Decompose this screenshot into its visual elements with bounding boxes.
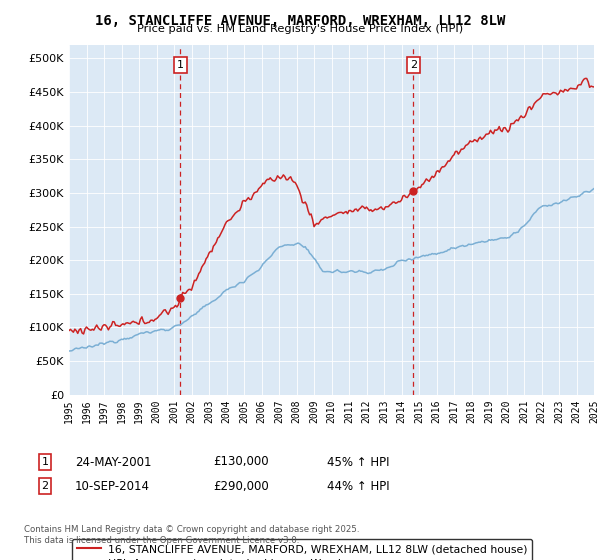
Text: This data is licensed under the Open Government Licence v3.0.: This data is licensed under the Open Gov…: [24, 536, 299, 545]
Text: Contains HM Land Registry data © Crown copyright and database right 2025.: Contains HM Land Registry data © Crown c…: [24, 525, 359, 534]
Legend: 16, STANCLIFFE AVENUE, MARFORD, WREXHAM, LL12 8LW (detached house), HPI: Average: 16, STANCLIFFE AVENUE, MARFORD, WREXHAM,…: [72, 539, 532, 560]
Text: £290,000: £290,000: [213, 479, 269, 493]
Text: 1: 1: [41, 457, 49, 467]
Text: 2: 2: [41, 481, 49, 491]
Text: £130,000: £130,000: [213, 455, 269, 469]
Text: 16, STANCLIFFE AVENUE, MARFORD, WREXHAM, LL12 8LW: 16, STANCLIFFE AVENUE, MARFORD, WREXHAM,…: [95, 14, 505, 28]
Text: 45% ↑ HPI: 45% ↑ HPI: [327, 455, 389, 469]
Text: 2: 2: [410, 60, 417, 70]
Text: 44% ↑ HPI: 44% ↑ HPI: [327, 479, 389, 493]
Text: 1: 1: [177, 60, 184, 70]
Text: 10-SEP-2014: 10-SEP-2014: [75, 479, 150, 493]
Text: 24-MAY-2001: 24-MAY-2001: [75, 455, 151, 469]
Text: Price paid vs. HM Land Registry's House Price Index (HPI): Price paid vs. HM Land Registry's House …: [137, 24, 463, 34]
